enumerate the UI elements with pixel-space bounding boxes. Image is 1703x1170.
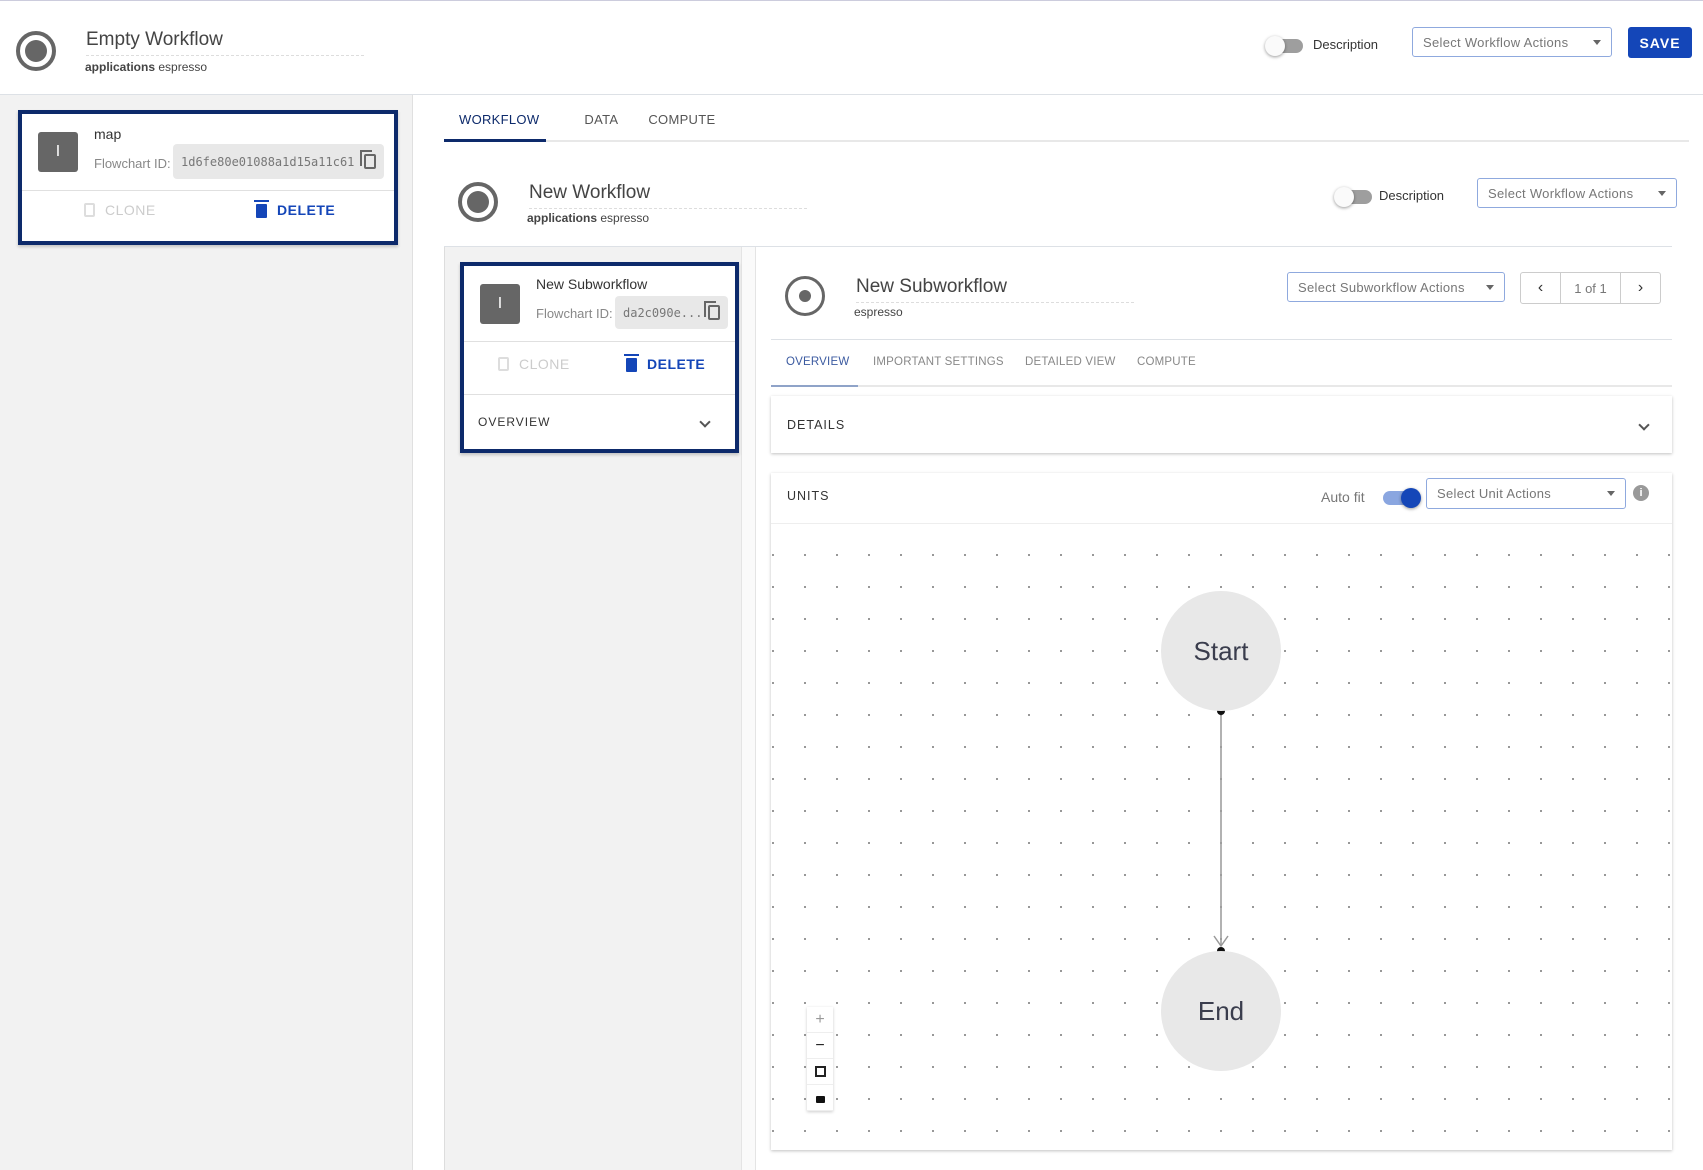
- flowchart-card[interactable]: I map Flowchart ID: 1d6fe80e01088a1d15a1…: [18, 110, 398, 245]
- delete-label: DELETE: [647, 356, 706, 372]
- subworkflow-card[interactable]: I New Subworkflow Flowchart ID: da2c090e…: [460, 262, 739, 453]
- workflow-icon: [16, 31, 56, 71]
- subtab-important-settings[interactable]: IMPORTANT SETTINGS: [873, 356, 1004, 368]
- clone-label: CLONE: [105, 202, 156, 218]
- flowchart-canvas[interactable]: Start End + −: [771, 523, 1672, 1150]
- active-subtab-indicator: [771, 385, 858, 387]
- app-header: Empty Workflow applications espresso Des…: [0, 0, 1703, 95]
- zoom-out-button[interactable]: −: [807, 1033, 833, 1059]
- flowchart-id-label: Flowchart ID:: [94, 156, 171, 171]
- caret-down-icon: [1658, 190, 1666, 196]
- subtab-overview[interactable]: OVERVIEW: [786, 356, 850, 368]
- description-label: Description: [1313, 37, 1379, 52]
- info-icon[interactable]: i: [1633, 485, 1649, 501]
- details-label: DETAILS: [787, 417, 846, 432]
- prev-page-button[interactable]: ‹: [1521, 273, 1561, 303]
- unlock-icon: [815, 1096, 825, 1103]
- workflow-title[interactable]: Empty Workflow: [86, 29, 364, 56]
- trash-icon: [624, 354, 639, 372]
- flowchart-id: 1d6fe80e01088a1d15a11c61: [181, 154, 355, 169]
- chevron-down-icon: [1638, 418, 1650, 431]
- subworkflow-pager: ‹ 1 of 1 ›: [1520, 272, 1661, 304]
- workflow-actions-select[interactable]: Select Workflow Actions: [1412, 27, 1612, 57]
- caret-down-icon: [1607, 491, 1615, 496]
- zoom-in-button[interactable]: +: [807, 1007, 833, 1033]
- select-placeholder: Select Unit Actions: [1437, 486, 1552, 501]
- flowchart-id-field[interactable]: 1d6fe80e01088a1d15a11c61: [173, 144, 384, 179]
- subtab-detailed-view[interactable]: DETAILED VIEW: [1025, 356, 1116, 368]
- main-tabs: WORKFLOW DATA COMPUTE: [444, 108, 715, 127]
- select-placeholder: Select Subworkflow Actions: [1298, 279, 1465, 295]
- zoom-controls: + −: [807, 1007, 833, 1111]
- tab-workflow[interactable]: WORKFLOW: [459, 112, 540, 127]
- caret-down-icon: [1486, 284, 1494, 290]
- page-indicator: 1 of 1: [1574, 280, 1607, 296]
- subworkflow-id-field[interactable]: da2c090e...: [615, 296, 728, 329]
- autofit-toggle[interactable]: [1383, 488, 1421, 508]
- next-page-button[interactable]: ›: [1620, 273, 1660, 303]
- delete-button[interactable]: DELETE: [624, 354, 706, 372]
- autofit-label: Auto fit: [1321, 489, 1365, 505]
- chevron-down-icon: [699, 416, 711, 428]
- tab-data[interactable]: DATA: [584, 112, 619, 127]
- sidebar-divider[interactable]: [741, 247, 756, 1170]
- clone-icon: [498, 357, 509, 371]
- clone-icon: [84, 203, 95, 217]
- subworkflow-name: New Subworkflow: [536, 276, 648, 292]
- new-workflow-title[interactable]: New Workflow: [529, 182, 807, 209]
- clone-button[interactable]: CLONE: [84, 202, 156, 218]
- subworkflow-actions-select[interactable]: Select Subworkflow Actions: [1287, 272, 1505, 302]
- unit-actions-select[interactable]: Select Unit Actions: [1426, 478, 1626, 509]
- workflow-subtitle: applications espresso: [85, 60, 207, 74]
- overview-label: OVERVIEW: [478, 415, 551, 429]
- subworkflow-subtitle: espresso: [854, 305, 903, 319]
- subworkflow-avatar: I: [480, 284, 520, 324]
- copy-icon[interactable]: [360, 150, 376, 169]
- description-label: Description: [1379, 188, 1445, 203]
- tab-compute[interactable]: COMPUTE: [648, 112, 716, 127]
- subtab-compute[interactable]: COMPUTE: [1137, 356, 1196, 368]
- new-workflow-subtitle: applications espresso: [527, 211, 649, 225]
- overview-expander[interactable]: OVERVIEW: [464, 395, 735, 449]
- clone-label: CLONE: [519, 356, 570, 372]
- active-tab-indicator: [444, 139, 546, 142]
- workflow-icon: [458, 182, 498, 222]
- save-button[interactable]: SAVE: [1628, 27, 1692, 58]
- subworkflow-title[interactable]: New Subworkflow: [856, 276, 1134, 303]
- details-expander[interactable]: DETAILS: [771, 396, 1672, 453]
- delete-label: DELETE: [277, 202, 336, 218]
- flowchart-id: da2c090e...: [623, 305, 703, 320]
- select-placeholder: Select Workflow Actions: [1488, 185, 1634, 201]
- flowchart-sidebar: [0, 95, 413, 1170]
- end-node[interactable]: End: [1161, 951, 1281, 1071]
- units-label: UNITS: [787, 489, 830, 503]
- application-name: espresso: [158, 60, 208, 74]
- flowchart-name: map: [94, 126, 122, 142]
- workflow-description-toggle[interactable]: [1334, 187, 1372, 207]
- application-name: espresso: [600, 211, 650, 225]
- start-node[interactable]: Start: [1161, 591, 1281, 711]
- delete-button[interactable]: DELETE: [254, 200, 336, 218]
- flowchart-avatar: I: [38, 132, 78, 172]
- caret-down-icon: [1593, 39, 1601, 45]
- units-panel: UNITS Auto fit Select Unit Actions i Sta…: [771, 473, 1672, 1150]
- trash-icon: [254, 200, 269, 218]
- lock-button[interactable]: [807, 1085, 833, 1111]
- select-placeholder: Select Workflow Actions: [1423, 34, 1569, 50]
- fit-view-icon: [814, 1066, 826, 1077]
- fit-view-button[interactable]: [807, 1059, 833, 1085]
- subworkflow-icon: [785, 276, 825, 316]
- application-label: applications: [85, 60, 156, 74]
- clone-button[interactable]: CLONE: [498, 356, 570, 372]
- description-toggle[interactable]: [1265, 36, 1303, 56]
- application-label: applications: [527, 211, 598, 225]
- new-workflow-actions-select[interactable]: Select Workflow Actions: [1477, 178, 1677, 208]
- flowchart-id-label: Flowchart ID:: [536, 306, 613, 321]
- copy-icon[interactable]: [704, 301, 720, 320]
